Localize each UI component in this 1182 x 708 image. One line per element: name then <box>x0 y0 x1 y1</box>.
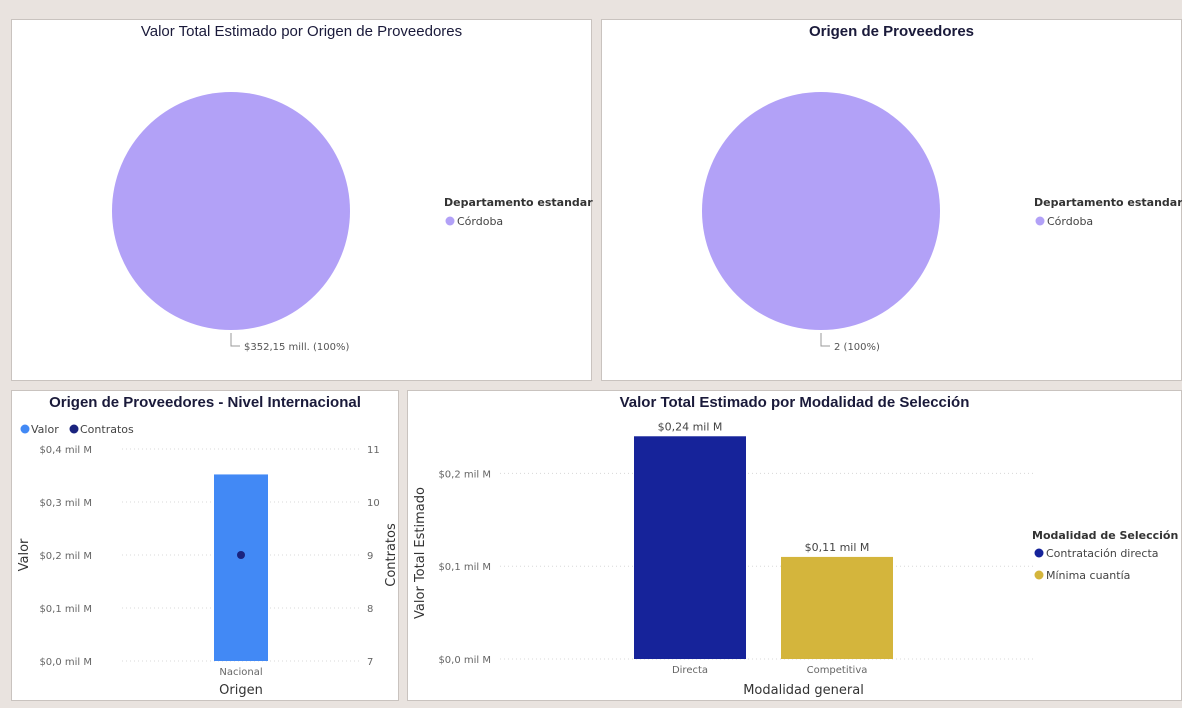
bar <box>634 436 746 659</box>
y2-tick-label: 9 <box>367 551 373 562</box>
legend-item: Contratos <box>80 423 134 436</box>
combo-chart-internacional: Valor Contratos $0,0 mil M $0,1 mil M $0,2 m… <box>17 423 399 698</box>
legend-item: Contratación directa <box>1046 547 1159 560</box>
pie-data-label: 2 (100%) <box>834 342 880 353</box>
pie-slice <box>112 92 350 330</box>
y-tick-label: $0,4 mil M <box>39 445 92 456</box>
bar-data-label: $0,11 mil M <box>805 541 870 554</box>
y-axis-title: Valor Total Estimado <box>413 487 428 619</box>
leader-line <box>820 333 830 347</box>
y-axis-title: Valor <box>17 538 32 571</box>
bar-data-label: $0,24 mil M <box>658 420 723 433</box>
legend-item: Valor <box>31 423 59 436</box>
x-axis-title: Modalidad general <box>743 683 864 698</box>
bar-chart-modalidad: $0,0 mil M $0,1 mil M $0,2 mil M $0,24 mil … <box>413 420 1178 698</box>
legend-marker <box>445 216 455 226</box>
y2-tick-label: 7 <box>367 657 373 668</box>
chart-title: Origen de Proveedores - Nivel Internacio… <box>49 394 361 411</box>
legend-title: Modalidad de Selección <box>1032 529 1178 542</box>
y2-tick-label: 11 <box>367 445 380 456</box>
legend-item: Mínima cuantía <box>1046 569 1130 582</box>
y-tick-label: $0,0 mil M <box>39 657 92 668</box>
legend-marker <box>1035 216 1045 226</box>
y-tick-label: $0,3 mil M <box>39 498 92 509</box>
point-contratos <box>237 551 245 559</box>
chart-title: Origen de Proveedores <box>808 23 975 40</box>
panel-modalidad-seleccion: Valor Total Estimado por Modalidad de Se… <box>407 390 1182 701</box>
y2-axis-title: Contratos <box>384 523 399 587</box>
y-tick-label: $0,1 mil M <box>39 604 92 615</box>
y2-tick-label: 10 <box>367 498 380 509</box>
x-tick-label: Nacional <box>219 667 262 678</box>
panel-nivel-internacional: Origen de Proveedores - Nivel Internacio… <box>11 390 399 701</box>
y-tick-label: $0,1 mil M <box>438 562 491 573</box>
pie-chart-origen: 2 (100%) Departamento estandar Córdoba <box>702 92 1182 353</box>
chart-title: Valor Total Estimado por Origen de Prove… <box>140 23 463 40</box>
legend-item: Córdoba <box>1047 215 1093 228</box>
leader-line <box>230 333 240 347</box>
pie-slice <box>702 92 940 330</box>
legend-marker <box>1034 570 1044 580</box>
y-tick-label: $0,2 mil M <box>39 551 92 562</box>
pie-chart-valor: $352,15 mill. (100%) Departamento estanda… <box>112 92 593 353</box>
bar <box>781 556 893 659</box>
y2-tick-label: 8 <box>367 604 373 615</box>
legend-marker <box>20 424 30 434</box>
x-axis-title: Origen <box>219 683 263 698</box>
legend-title: Departamento estandar <box>1034 196 1182 209</box>
panel-origen-proveedores: Origen de Proveedores 2 (100%) Departamen… <box>601 19 1182 381</box>
bar-valor <box>214 474 268 661</box>
legend-item: Córdoba <box>457 215 503 228</box>
legend-marker <box>1034 548 1044 558</box>
chart-title: Valor Total Estimado por Modalidad de Se… <box>619 394 970 411</box>
panel-valor-origen: Valor Total Estimado por Origen de Prove… <box>11 19 593 381</box>
y-tick-label: $0,0 mil M <box>438 655 491 666</box>
pie-data-label: $352,15 mill. (100%) <box>244 342 349 353</box>
x-tick-label: Directa <box>672 665 708 676</box>
legend-marker <box>69 424 79 434</box>
x-tick-label: Competitiva <box>807 665 868 676</box>
legend-title: Departamento estandar <box>444 196 593 209</box>
y-tick-label: $0,2 mil M <box>438 469 491 480</box>
